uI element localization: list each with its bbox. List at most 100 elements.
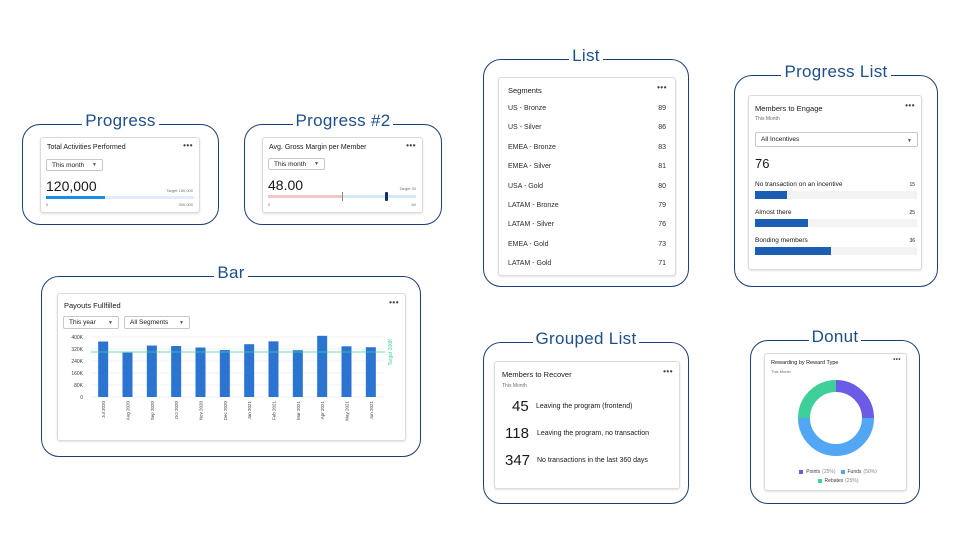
bar — [341, 346, 352, 397]
target-marker — [342, 192, 343, 201]
y-tick-label: 400K — [71, 335, 83, 341]
bar — [365, 347, 376, 397]
target-label: Target 30 — [399, 186, 416, 191]
progress-item-value: 15 — [909, 182, 915, 188]
x-tick-label: May 2021 — [345, 401, 350, 421]
scale-max: 300,000 — [178, 202, 193, 207]
period-dropdown[interactable]: This month ▼ — [46, 159, 103, 171]
legend-name: Points — [806, 469, 821, 475]
list-card: Segments ••• US - Bronze 89 US - Silver 86 E… — [498, 77, 676, 276]
progress-item-fill — [755, 247, 832, 255]
bar — [317, 335, 328, 397]
more-actions-icon[interactable]: ••• — [893, 357, 901, 363]
y-tick-label: 320K — [71, 347, 83, 353]
group-count: 45 — [512, 398, 529, 415]
list-item-label: EMEA - Bronze — [508, 143, 556, 151]
x-tick-label: Oct 2020 — [174, 401, 179, 420]
legend-row: Rebates (25%) — [765, 478, 906, 484]
frame-label: Progress — [82, 111, 159, 130]
card-title: Members to Recover — [502, 370, 572, 379]
grouped-list-card: Members to Recover ••• This Month 45 Leav… — [494, 361, 680, 489]
more-actions-icon[interactable]: ••• — [183, 141, 193, 150]
more-actions-icon[interactable]: ••• — [905, 101, 915, 110]
frame-label: Progress #2 — [292, 111, 394, 130]
legend-row: Points (25%) Funds (50%) — [765, 469, 906, 475]
list-item-value: 76 — [658, 221, 666, 229]
legend-swatch — [799, 469, 804, 474]
x-tick-label: Aug 2020 — [126, 401, 131, 421]
x-tick-label: Feb 2021 — [272, 401, 277, 421]
x-tick-label: Jul 2020 — [101, 401, 106, 419]
bar — [171, 346, 182, 397]
chevron-down-icon: ▼ — [179, 320, 184, 326]
more-actions-icon[interactable]: ••• — [389, 298, 399, 307]
value-marker — [385, 192, 389, 201]
list-item-value: 83 — [658, 143, 666, 151]
bar — [146, 345, 157, 397]
list-item-value: 73 — [658, 240, 666, 248]
bar — [292, 350, 303, 397]
target-label: Target 300K — [388, 338, 394, 366]
x-tick-label: Jun 2021 — [369, 401, 374, 420]
dropdown-value: All Segments — [130, 319, 169, 326]
progress-fill — [46, 196, 106, 199]
chevron-down-icon: ▼ — [108, 320, 113, 326]
card-subtitle: This Month — [502, 383, 527, 389]
list-item-label: US - Silver — [508, 124, 542, 132]
period-dropdown[interactable]: This year ▼ — [63, 316, 119, 329]
period-dropdown[interactable]: This month ▼ — [268, 158, 325, 170]
progress-value: 120,000 — [46, 178, 97, 194]
more-actions-icon[interactable]: ••• — [657, 83, 667, 92]
list-item-value: 81 — [658, 163, 666, 171]
list-item-label: LATAM - Silver — [508, 221, 555, 229]
frame-label: Progress List — [781, 62, 891, 81]
incentive-dropdown[interactable]: All Incentives ▼ — [755, 132, 918, 147]
more-actions-icon[interactable]: ••• — [663, 367, 673, 376]
group-count: 347 — [505, 452, 531, 469]
group-count: 118 — [505, 425, 529, 442]
list-item-label: EMEA - Gold — [508, 240, 549, 248]
legend-swatch — [817, 478, 822, 483]
gauge-track — [268, 192, 416, 201]
donut-slice-points — [835, 380, 874, 419]
y-tick-label: 160K — [71, 371, 83, 377]
progress-frame: Progress Total Activities Performed ••• … — [22, 111, 219, 225]
list-item-label: EMEA - Silver — [508, 163, 552, 171]
list-item-label: LATAM - Gold — [508, 260, 552, 268]
card-title: Payouts Fullfilled — [64, 301, 121, 310]
progress2-frame: Progress #2 Avg. Gross Margin per Member… — [244, 111, 442, 225]
progress-list-frame: Progress List Members to Engage ••• This… — [734, 62, 938, 287]
card-title: Rewarding by Reward Type — [771, 360, 839, 366]
dropdown-value: This month — [52, 162, 85, 169]
progress2-card: Avg. Gross Margin per Member ••• This mo… — [262, 137, 423, 213]
legend-percent: (25%) — [845, 478, 859, 484]
progress-item-fill — [755, 191, 788, 199]
progress-item-bar — [755, 247, 917, 255]
progress-item-fill — [755, 219, 809, 227]
donut-slice-rebates — [798, 380, 837, 419]
frame-label: Bar — [214, 263, 248, 282]
donut-chart — [798, 380, 874, 456]
list-item-value: 79 — [658, 202, 666, 209]
bar — [122, 352, 133, 397]
list-frame: List Segments ••• US - Bronze 89 US - Silv… — [483, 46, 689, 287]
card-title: Total Activities Performed — [47, 144, 126, 151]
legend-name: Funds — [847, 469, 862, 475]
legend-name: Rebates — [824, 478, 844, 484]
group-label: Leaving the program (frontend) — [536, 403, 633, 410]
progress-list-card: Members to Engage ••• This Month All Inc… — [748, 95, 922, 270]
frame-label: Grouped List — [532, 329, 640, 348]
more-actions-icon[interactable]: ••• — [406, 141, 416, 150]
bar-frame: Bar Payouts Fullfilled ••• This year ▼ Al… — [41, 263, 421, 457]
frame-label: Donut — [808, 327, 862, 346]
progress-item-label: Bonding members — [755, 237, 808, 244]
donut-card: Rewarding by Reward Type ••• This Month … — [764, 353, 907, 491]
bar — [98, 341, 109, 397]
segment-dropdown[interactable]: All Segments ▼ — [124, 316, 190, 329]
progress-track — [46, 196, 194, 199]
target-label: Target 150,000 — [166, 188, 193, 193]
scale-max: 60 — [411, 202, 416, 207]
list-item-value: 71 — [658, 260, 666, 268]
card-title: Avg. Gross Margin per Member — [269, 144, 367, 151]
x-tick-label: Jan 2021 — [247, 401, 252, 420]
